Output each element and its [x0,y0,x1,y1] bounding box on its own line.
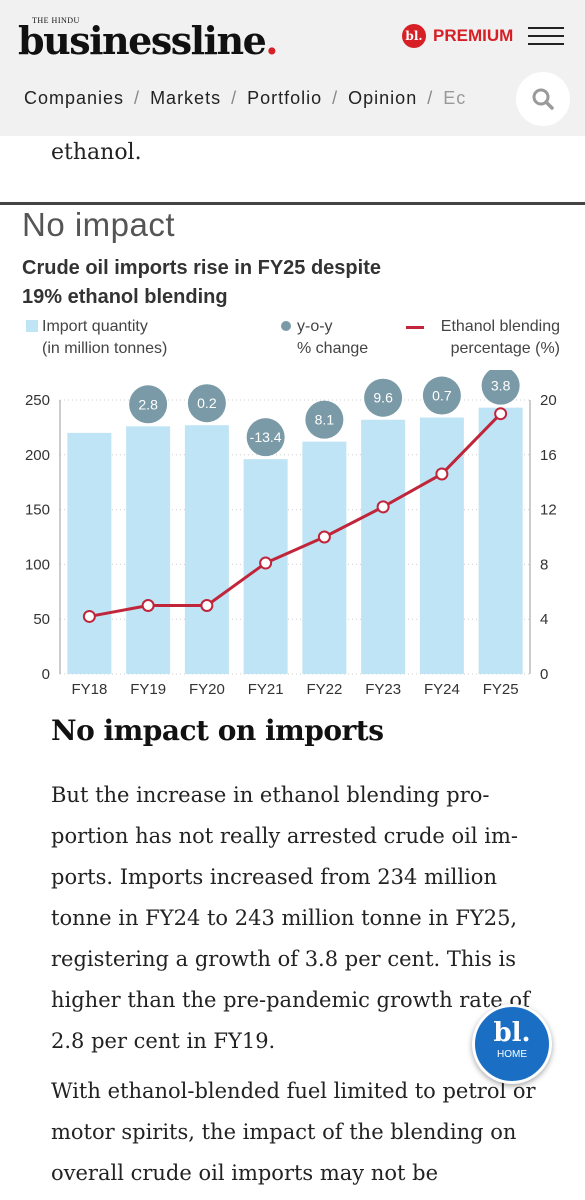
x-tick-label: FY19 [130,681,166,698]
y-right-tick-label: 20 [540,392,557,409]
ethanol-point [259,556,273,570]
yoy-data-label: -13.4 [250,429,282,445]
legend-yoy: y-o-y % change [281,316,369,360]
y-right-tick-label: 8 [540,556,548,573]
bar [302,441,347,674]
nav-item-opinion[interactable]: Opinion [348,88,418,108]
yoy-data-label: 0.2 [197,395,217,411]
nav-separator: / [231,88,238,108]
yoy-data-label: 3.8 [491,378,511,394]
nav-item-companies[interactable]: Companies [24,88,125,108]
yoy-data-label: 9.6 [373,390,393,406]
nav-item-portfolio[interactable]: Portfolio [247,88,323,108]
ethanol-point [435,467,449,481]
y-right-tick-label: 0 [540,666,548,683]
y-left-tick-label: 100 [25,556,50,573]
legend-ethanol: Ethanol blending percentage (%) [406,316,560,360]
y-left-tick-label: 50 [33,611,50,628]
nav-item-markets[interactable]: Markets [150,88,222,108]
legend-bubble-swatch [281,321,291,331]
x-tick-label: FY21 [248,681,284,698]
bar [419,417,464,674]
legend-label: % change [297,340,369,357]
yoy-bubble [129,385,168,424]
x-tick-label: FY18 [71,681,107,698]
bar [67,432,112,674]
x-tick-label: FY23 [365,681,401,698]
legend-bar-swatch [26,320,38,332]
legend-label: Ethanol blending [440,318,560,335]
article-paragraph: With ethanol-blended fuel limited to pet… [51,1079,536,1185]
premium-badge: bl. [402,24,426,48]
site-header: THE HINDU businessline. bl. PREMIUM Comp… [0,0,585,136]
ethanol-point [376,500,390,514]
legend-label: Import quantity [42,318,148,335]
ethanol-point [200,599,214,612]
home-label: HOME [497,1049,527,1060]
legend-line-swatch [406,326,424,329]
nav-item-economy[interactable]: Ec [443,88,467,108]
section-heading: No impact on imports [51,714,384,747]
bar [126,426,171,674]
y-right-tick-label: 16 [540,447,557,464]
legend-label: percentage (%) [450,340,560,357]
search-button[interactable] [516,72,570,126]
x-tick-label: FY22 [306,681,342,698]
yoy-bubble [422,376,461,415]
nav-separator: / [427,88,434,108]
y-right-tick-label: 4 [540,611,548,628]
main-nav: Companies / Markets / Portfolio / Opinio… [24,88,466,109]
y-left-tick-label: 0 [42,666,50,683]
yoy-data-label: 8.1 [315,412,335,428]
legend-label: (in million tonnes) [42,340,168,357]
article-paragraph: But the increase in ethanol blending pro… [51,783,530,1053]
legend-import-quantity: Import quantity (in million tonnes) [26,316,168,360]
yoy-bubble [305,400,344,439]
hamburger-menu-icon[interactable] [528,27,564,45]
chart-overline: No impact [22,206,176,243]
bar [184,425,229,674]
chart-title: Crude oil imports rise in FY25 despite 1… [22,257,381,308]
y-left-tick-label: 150 [25,502,50,519]
y-left-tick-label: 250 [25,392,50,409]
yoy-bubble [364,378,403,417]
ethanol-point [141,599,155,612]
home-logo: bl. [493,1018,531,1048]
yoy-bubble [246,418,285,457]
logo-publisher: THE HINDU [32,16,80,25]
ethanol-point [317,530,331,544]
y-left-tick-label: 200 [25,447,50,464]
home-button[interactable]: bl. HOME [472,1004,552,1084]
premium-link[interactable]: bl. PREMIUM [402,24,513,48]
x-tick-label: FY25 [483,681,519,698]
search-icon [532,88,554,110]
bar [478,407,523,674]
x-tick-label: FY24 [424,681,460,698]
yoy-data-label: 2.8 [138,396,158,412]
ethanol-point [494,407,508,421]
nav-separator: / [332,88,339,108]
legend-label: y-o-y [297,318,333,335]
premium-label: PREMIUM [433,26,514,45]
ethanol-point [82,609,96,623]
bar [361,419,406,674]
y-right-tick-label: 12 [540,502,557,519]
logo-wordmark: businessline. [18,18,278,63]
article-text-fragment: ethanol. [51,140,142,165]
ethanol-line [89,412,502,618]
yoy-data-label: 0.7 [432,388,452,404]
nav-separator: / [134,88,141,108]
yoy-bubble [187,384,226,423]
crude-imports-chart: 0 50 100 150 200 250 0 4 8 12 16 20 FY18 FY19 FY20 FY21… [25,370,557,698]
x-tick-label: FY20 [189,681,225,698]
yoy-bubble [481,370,520,405]
